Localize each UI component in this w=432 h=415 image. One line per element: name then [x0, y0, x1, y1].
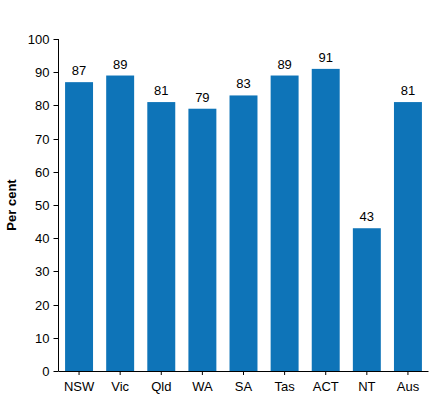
y-tick-label: 30: [35, 264, 49, 279]
data-label: 43: [360, 209, 374, 224]
y-axis-title: Per cent: [4, 179, 19, 231]
y-tick: [54, 338, 59, 339]
y-tick: [54, 105, 59, 106]
x-tick-label: NSW: [64, 379, 95, 394]
y-tick-label: 40: [35, 231, 49, 246]
bar: [106, 76, 134, 371]
y-tick: [54, 371, 59, 372]
bar: [188, 109, 216, 371]
bar: [271, 76, 299, 371]
bar: [353, 228, 381, 371]
x-tick-label: Aus: [397, 379, 420, 394]
bars: [65, 69, 422, 371]
y-tick-label: 90: [35, 65, 49, 80]
page: {"chart_data": {"type": "bar", "y_label"…: [0, 0, 432, 415]
y-tick-label: 70: [35, 132, 49, 147]
data-label: 87: [72, 63, 86, 78]
x-tick-label: Tas: [274, 379, 295, 394]
x-tick-label: NT: [358, 379, 375, 394]
x-tick-label: Qld: [151, 379, 171, 394]
data-label: 89: [113, 57, 127, 72]
y-tick: [54, 72, 59, 73]
y-tick-label: 20: [35, 298, 49, 313]
bar: [394, 102, 422, 371]
chart-container: 87 89 81 79 83 89 91 43 81 0 10 20 30 40 50 60 70 80 90 100…: [0, 0, 432, 415]
x-tick: [325, 371, 326, 375]
x-tick: [161, 371, 162, 375]
x-tick: [284, 371, 285, 375]
y-tick-label: 0: [42, 364, 49, 379]
data-label: 83: [236, 76, 250, 91]
chart-svg: 87 89 81 79 83 89 91 43 81 0 10 20 30 40 50 60 70 80 90 100…: [0, 0, 432, 415]
y-tick: [54, 238, 59, 239]
data-label: 81: [401, 83, 415, 98]
bar: [147, 102, 175, 371]
data-label: 81: [154, 83, 168, 98]
x-tick: [366, 371, 367, 375]
bar: [312, 69, 340, 371]
y-tick-label: 50: [35, 198, 49, 213]
y-tick: [54, 139, 59, 140]
y-tick: [54, 39, 59, 40]
y-tick-label: 10: [35, 331, 49, 346]
x-tick: [407, 371, 408, 375]
y-tick: [54, 305, 59, 306]
x-tick-label: ACT: [313, 379, 339, 394]
x-tick-label: Vic: [111, 379, 129, 394]
y-tick-label: 100: [28, 32, 50, 47]
x-tick-label: WA: [192, 379, 213, 394]
y-tick-label: 60: [35, 165, 49, 180]
data-label: 91: [318, 50, 332, 65]
bar: [230, 95, 258, 371]
bar: [65, 82, 93, 371]
data-label: 89: [277, 57, 291, 72]
x-tick: [120, 371, 121, 375]
y-tick-label: 80: [35, 98, 49, 113]
y-tick: [54, 205, 59, 206]
x-tick-label: SA: [235, 379, 253, 394]
x-tick: [79, 371, 80, 375]
y-tick: [54, 172, 59, 173]
x-tick: [202, 371, 203, 375]
y-tick: [54, 271, 59, 272]
data-label: 79: [195, 90, 209, 105]
x-tick: [243, 371, 244, 375]
